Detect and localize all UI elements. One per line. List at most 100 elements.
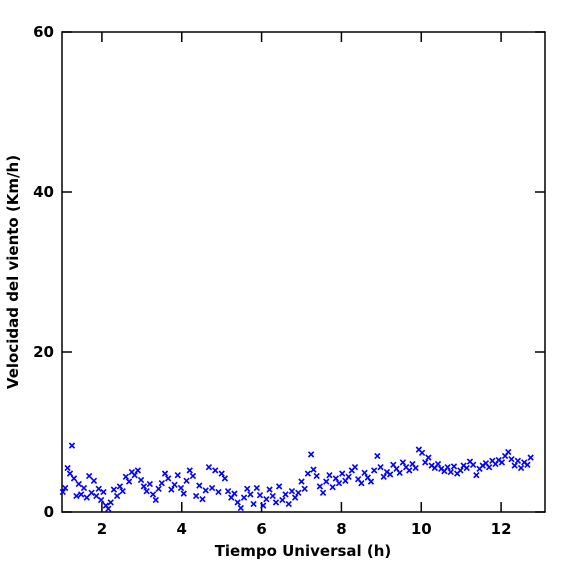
point [253,484,260,492]
point [202,487,209,494]
point [358,480,365,487]
point [418,449,426,456]
point [367,478,375,485]
point [205,464,213,471]
y-tick-label: 60 [33,23,54,41]
point [345,473,352,480]
x-tick-label: 12 [491,520,512,538]
point [469,461,477,468]
point [269,492,276,500]
point [301,485,308,492]
point [125,478,133,485]
point [517,464,525,472]
point [412,464,419,472]
point [100,488,107,496]
point [180,490,187,497]
point [304,470,312,477]
point [152,496,159,504]
point [244,485,251,492]
plot-frame [61,31,546,513]
point [131,472,138,479]
point [80,484,88,492]
point [215,488,222,496]
point [199,496,206,503]
point [234,499,241,506]
point [140,483,147,490]
point [85,472,93,480]
point [505,448,512,456]
point [119,488,126,495]
point [351,464,359,471]
point [134,467,142,474]
point [288,488,296,495]
point [59,488,66,496]
point [514,457,522,464]
point [457,467,464,474]
point [275,483,283,490]
point [285,500,292,508]
point [177,484,185,492]
point [256,492,264,499]
x-tick-label: 8 [336,520,346,538]
point [218,470,225,477]
point [323,478,330,485]
y-tick-label: 40 [33,183,54,201]
point [377,464,384,471]
point [282,491,289,498]
point [212,467,219,474]
point [339,470,346,477]
x-tick-label: 2 [97,520,107,538]
point [208,484,216,492]
point [105,505,112,512]
point [279,496,286,504]
point [116,483,124,490]
point [77,491,85,498]
point [396,469,403,476]
point [75,480,82,488]
point [524,461,531,468]
point [137,476,145,484]
point [291,494,299,501]
point [370,467,378,474]
x-tick-label: 6 [256,520,266,538]
point [335,480,343,487]
point [386,471,394,478]
point [186,467,193,474]
point [332,475,339,482]
point [221,475,229,482]
point [90,477,98,484]
point [149,491,157,498]
point [307,451,315,458]
point [122,473,130,480]
point [310,466,317,473]
point [143,488,150,495]
point [189,472,197,480]
point [298,478,305,485]
point [107,499,114,506]
point [511,462,518,469]
point [97,496,105,504]
y-tick-label: 20 [33,343,54,361]
point [237,504,244,512]
point [174,472,181,479]
point [70,475,78,482]
point [266,486,273,493]
point [406,467,413,474]
point [263,496,270,503]
point [361,469,368,476]
point [260,502,267,509]
point [68,442,76,449]
point [450,463,458,470]
point [93,492,100,500]
point [110,486,118,493]
point [473,472,480,479]
point [165,475,172,482]
point [192,492,200,500]
point [247,491,254,498]
point [62,484,69,492]
point [463,464,470,472]
point [485,464,493,471]
point [329,484,336,491]
x-tick-label: 10 [411,520,432,538]
